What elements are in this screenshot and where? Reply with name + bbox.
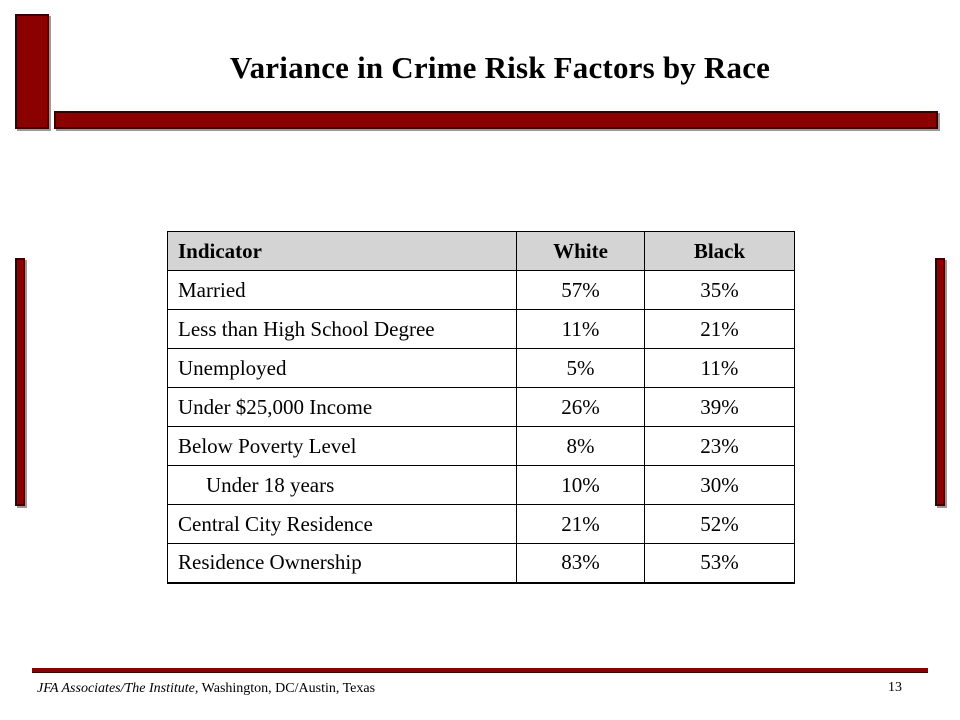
cell-black: 23%: [644, 426, 795, 466]
table-header-row: Indicator White Black: [167, 231, 795, 271]
cell-indicator: Residence Ownership: [167, 543, 517, 584]
table-row: Under $25,000 Income 26% 39%: [167, 387, 795, 427]
cell-white: 8%: [516, 426, 645, 466]
decorative-bar-top: [54, 111, 938, 129]
page-number: 13: [888, 680, 902, 695]
cell-white: 83%: [516, 543, 645, 584]
table-row: Residence Ownership 83% 53%: [167, 543, 795, 584]
footer-divider: [32, 668, 928, 673]
cell-black: 39%: [644, 387, 795, 427]
decorative-bar-top-left: [15, 14, 49, 129]
cell-indicator: Under $25,000 Income: [167, 387, 517, 427]
table-row: Less than High School Degree 11% 21%: [167, 309, 795, 349]
risk-factors-table: Indicator White Black Married 57% 35% Le…: [167, 231, 795, 584]
table-row: Below Poverty Level 8% 23%: [167, 426, 795, 466]
cell-black: 52%: [644, 504, 795, 544]
cell-black: 53%: [644, 543, 795, 584]
cell-black: 30%: [644, 465, 795, 505]
cell-indicator: Under 18 years: [167, 465, 517, 505]
cell-indicator: Below Poverty Level: [167, 426, 517, 466]
cell-white: 26%: [516, 387, 645, 427]
cell-black: 11%: [644, 348, 795, 388]
header-white: White: [516, 231, 645, 271]
decorative-bar-right: [935, 258, 945, 506]
header-black: Black: [644, 231, 795, 271]
cell-black: 35%: [644, 270, 795, 310]
table-row: Central City Residence 21% 52%: [167, 504, 795, 544]
cell-indicator: Unemployed: [167, 348, 517, 388]
cell-indicator: Less than High School Degree: [167, 309, 517, 349]
cell-white: 10%: [516, 465, 645, 505]
table-row: Under 18 years 10% 30%: [167, 465, 795, 505]
cell-indicator: Central City Residence: [167, 504, 517, 544]
table-row: Married 57% 35%: [167, 270, 795, 310]
decorative-bar-left: [15, 258, 25, 506]
cell-white: 11%: [516, 309, 645, 349]
cell-white: 21%: [516, 504, 645, 544]
cell-white: 57%: [516, 270, 645, 310]
footer-source-italic: JFA Associates/The Institute,: [37, 681, 199, 696]
table-row: Unemployed 5% 11%: [167, 348, 795, 388]
footer-source: JFA Associates/The Institute, Washington…: [37, 681, 375, 697]
header-indicator: Indicator: [167, 231, 517, 271]
footer-source-location: Washington, DC/Austin, Texas: [198, 681, 376, 696]
cell-black: 21%: [644, 309, 795, 349]
cell-indicator: Married: [167, 270, 517, 310]
slide-title: Variance in Crime Risk Factors by Race: [229, 50, 771, 85]
cell-white: 5%: [516, 348, 645, 388]
